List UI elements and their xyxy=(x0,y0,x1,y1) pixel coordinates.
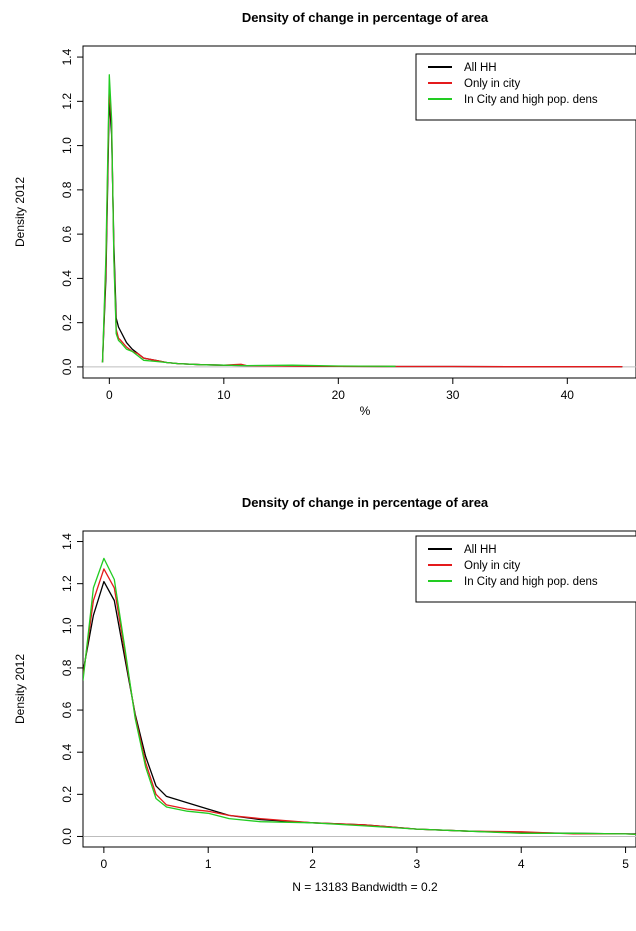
x-tick-label: 20 xyxy=(332,388,346,402)
y-axis-label: Density 2012 xyxy=(13,177,27,247)
density-chart-bottom-svg: Density of change in percentage of area 0… xyxy=(13,495,636,894)
legend-label-2: In City and high pop. dens xyxy=(464,576,598,588)
x-tick-label: 0 xyxy=(106,388,113,402)
chart-title: Density of change in percentage of area xyxy=(242,10,489,25)
density-chart-bottom: Density of change in percentage of area 0… xyxy=(0,480,636,931)
series-line-2 xyxy=(101,74,396,367)
y-tick-label: 0.0 xyxy=(60,358,74,375)
legend-label-2: In City and high pop. dens xyxy=(464,94,598,106)
y-tick-label: 1.0 xyxy=(60,617,74,634)
x-tick-label: 30 xyxy=(446,388,460,402)
y-tick-label: 1.2 xyxy=(60,93,74,110)
y-tick-label: 0.6 xyxy=(60,225,74,242)
x-tick-label: 40 xyxy=(561,388,575,402)
legend-label-0: All HH xyxy=(464,544,497,556)
x-tick-label: 10 xyxy=(217,388,231,402)
legend-box xyxy=(415,53,636,121)
y-tick-label: 0.8 xyxy=(60,181,74,198)
y-tick-label: 1.4 xyxy=(60,533,74,550)
chart-title: Density of change in percentage of area xyxy=(242,495,489,510)
legend-label-1: Only in city xyxy=(464,560,520,572)
legend: All HH Only in city In City and high pop. … xyxy=(415,535,636,603)
x-axis-label: N = 13183 Bandwidth = 0.2 xyxy=(292,880,438,894)
x-tick-label: 0 xyxy=(101,857,108,871)
series-line-0 xyxy=(83,580,636,835)
x-tick-label: 1 xyxy=(205,857,212,871)
x-axis-label: % xyxy=(360,404,371,418)
legend-label-0: All HH xyxy=(464,62,497,74)
series-line-2 xyxy=(83,557,636,836)
y-tick-label: 0.4 xyxy=(60,744,74,761)
y-tick-label: 1.2 xyxy=(60,575,74,592)
y-tick-label: 0.4 xyxy=(60,270,74,287)
series-line-0 xyxy=(101,98,623,368)
y-axis-label: Density 2012 xyxy=(13,654,27,724)
series-line-1 xyxy=(101,85,623,368)
y-tick-label: 0.2 xyxy=(60,314,74,331)
y-tick-label: 0.0 xyxy=(60,828,74,845)
y-tick-label: 0.6 xyxy=(60,701,74,718)
y-tick-label: 1.4 xyxy=(60,48,74,65)
series-line-1 xyxy=(83,568,636,836)
legend-box xyxy=(415,535,636,603)
x-tick-label: 5 xyxy=(622,857,629,871)
x-tick-label: 2 xyxy=(309,857,316,871)
legend-label-1: Only in city xyxy=(464,78,520,90)
x-tick-label: 4 xyxy=(518,857,525,871)
y-tick-label: 1.0 xyxy=(60,137,74,154)
y-tick-label: 0.8 xyxy=(60,659,74,676)
y-tick-label: 0.2 xyxy=(60,786,74,803)
x-tick-label: 3 xyxy=(414,857,421,871)
series-group xyxy=(101,74,623,368)
legend: All HH Only in city In City and high pop. … xyxy=(415,53,636,121)
density-chart-top-svg: Density of change in percentage of area 0… xyxy=(13,10,636,418)
density-chart-top: Density of change in percentage of area 0… xyxy=(0,0,636,445)
series-group xyxy=(83,557,636,836)
